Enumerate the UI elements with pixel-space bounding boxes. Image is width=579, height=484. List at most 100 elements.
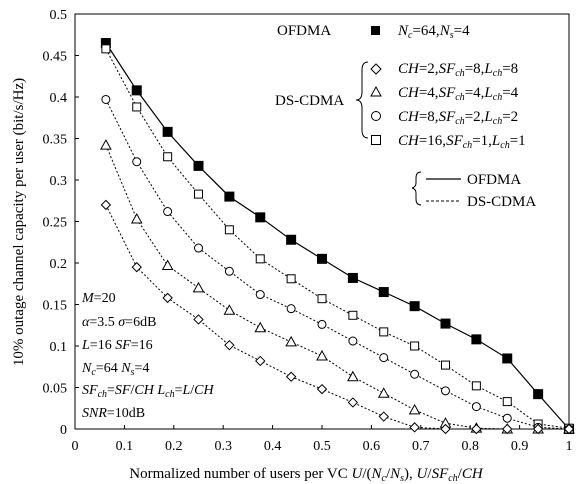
data-point — [502, 397, 512, 407]
data-point — [255, 290, 265, 300]
data-point — [131, 85, 142, 96]
data-point — [471, 381, 481, 391]
data-point — [440, 423, 451, 435]
legend-entry-ch16: CH=16,SFch=1,Lch=1 — [398, 133, 526, 151]
legend-solid-label: OFDMA — [467, 172, 521, 188]
data-point — [192, 281, 205, 293]
y-tick-label: 0.5 — [50, 8, 68, 23]
x-tick-label: 0.9 — [511, 439, 529, 454]
legend-marker-open-circle — [371, 111, 381, 121]
x-tick-label: 0.6 — [363, 439, 381, 454]
data-point — [471, 402, 481, 412]
data-point — [533, 389, 544, 400]
data-point — [379, 353, 389, 363]
data-point — [410, 369, 420, 379]
data-point — [162, 126, 173, 137]
data-point — [132, 102, 142, 112]
data-point — [502, 423, 513, 435]
legend-brace — [355, 61, 369, 139]
series-4 — [100, 199, 575, 435]
data-point — [347, 397, 359, 408]
data-point — [409, 422, 420, 433]
data-point — [348, 310, 358, 320]
data-point — [409, 301, 420, 312]
legend-marker-open-triangle — [370, 85, 382, 97]
data-point — [254, 321, 267, 333]
y-tick-label: 0.1 — [50, 340, 68, 355]
legend-marker-filled-square — [371, 26, 380, 35]
legend-ofdma: OFDMA Nc=64,Ns=4 — [277, 23, 470, 41]
legend-entry-ch2: CH=2,SFch=8,Lch=8 — [398, 61, 518, 79]
data-point — [378, 287, 389, 298]
x-tick-label: 0.2 — [165, 439, 183, 454]
annotation-m: M=20 — [81, 291, 116, 306]
data-point — [317, 294, 327, 304]
annotation-snr: SNR=10dB — [82, 406, 145, 421]
data-point — [132, 157, 142, 167]
series-0 — [100, 38, 574, 434]
annotation-alpha-sigma: α=3.5 σ=6dB — [82, 315, 156, 330]
annotation-nc-ns: Nc=64 Ns=4 — [81, 361, 149, 378]
y-tick-label: 0.15 — [43, 299, 68, 314]
data-point — [377, 387, 390, 398]
x-tick-label: 0.8 — [461, 439, 479, 454]
data-point — [347, 370, 359, 382]
data-point — [193, 160, 204, 171]
annotation-l-sf: L=16 SF=16 — [81, 338, 153, 353]
data-point — [194, 189, 203, 199]
data-point — [317, 253, 327, 264]
data-point — [317, 319, 327, 329]
legend-dashed-label: DS-CDMA — [467, 194, 536, 210]
data-point — [223, 304, 236, 315]
data-point — [101, 44, 111, 54]
x-tick-label: 0.7 — [412, 439, 430, 454]
x-tick-label: 1 — [566, 439, 573, 454]
data-point — [100, 199, 112, 211]
data-point — [440, 318, 451, 329]
data-point — [163, 152, 173, 162]
data-point — [532, 423, 544, 435]
data-point — [348, 336, 358, 346]
annotation-sfch-lch: SFch=SF/CH Lch=L/CH — [82, 383, 215, 400]
data-point — [379, 327, 389, 337]
data-point — [502, 353, 513, 364]
legend-marker-open-diamond — [370, 63, 382, 75]
x-tick-label: 0.4 — [264, 439, 282, 454]
y-tick-label: 0.05 — [43, 382, 68, 397]
series-line — [105, 42, 570, 430]
data-point — [441, 386, 450, 396]
y-tick-label: 0.35 — [43, 133, 68, 148]
data-point — [194, 243, 203, 253]
data-point — [408, 403, 421, 415]
data-point — [101, 94, 111, 104]
legend-marker-open-square — [371, 135, 381, 145]
data-point — [255, 355, 266, 367]
legend-entry-ch4: CH=4,SFch=4,Lch=4 — [398, 85, 519, 103]
legend-linestyle: OFDMA DS-CDMA — [411, 171, 536, 210]
parameter-annotations: M=20 α=3.5 σ=6dB L=16 SF=16 Nc=64 Ns=4 S… — [81, 291, 215, 421]
data-point — [285, 335, 297, 347]
data-point — [347, 272, 358, 283]
data-point — [563, 423, 575, 435]
data-point — [286, 274, 296, 284]
x-tick-label: 0.5 — [313, 439, 331, 454]
data-point — [316, 383, 328, 395]
y-tick-label: 0 — [60, 423, 67, 438]
data-point — [130, 212, 143, 224]
y-tick-label: 0.3 — [50, 174, 68, 189]
legend-dscdma-group-label: DS-CDMA — [275, 93, 344, 109]
data-point — [224, 191, 235, 202]
data-point — [441, 360, 450, 370]
data-point — [162, 292, 173, 304]
series-layer — [100, 38, 575, 435]
data-point — [410, 341, 420, 351]
series-line — [105, 48, 570, 429]
legend-linestyle-brace — [411, 171, 422, 206]
data-point — [224, 339, 235, 351]
legend-entry-ch8: CH=8,SFch=2,Lch=2 — [398, 109, 518, 127]
data-point — [255, 254, 265, 264]
data-point — [161, 259, 174, 270]
legend-ofdma-group-label: OFDMA — [277, 23, 331, 39]
data-point — [316, 349, 328, 361]
